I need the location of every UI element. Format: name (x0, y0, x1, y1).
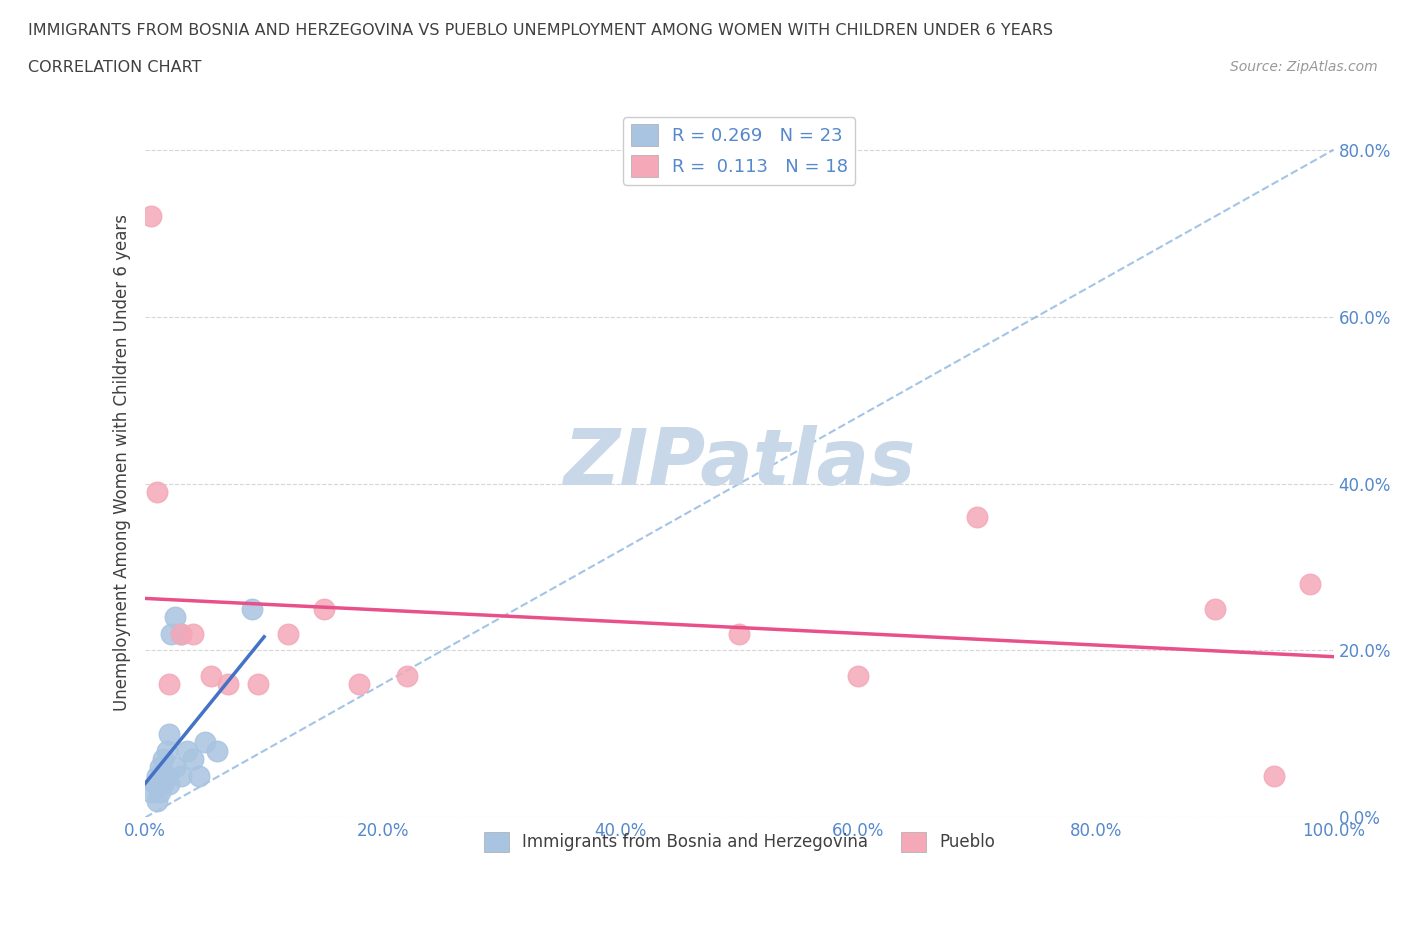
Point (176, 743, 198, 758)
Point (157, 777, 180, 791)
Point (152, 751, 174, 766)
Point (1299, 577, 1322, 591)
Point (205, 743, 228, 758)
Point (170, 627, 193, 642)
Point (152, 777, 174, 791)
Point (146, 793, 169, 808)
Point (141, 209, 163, 224)
Text: ZIPatlas: ZIPatlas (564, 425, 915, 500)
Point (240, 602, 263, 617)
Point (347, 676, 370, 691)
Point (728, 627, 751, 642)
Point (146, 485, 169, 499)
Point (200, 668, 222, 683)
Point (247, 676, 270, 691)
Point (157, 726, 180, 741)
Point (181, 627, 204, 642)
Point (148, 785, 170, 800)
Point (156, 768, 179, 783)
Point (966, 510, 988, 525)
Point (146, 768, 169, 783)
Point (163, 610, 186, 625)
Point (163, 760, 186, 775)
Point (170, 627, 193, 642)
Text: CORRELATION CHART: CORRELATION CHART (28, 60, 201, 75)
Point (1204, 602, 1226, 617)
Legend: Immigrants from Bosnia and Herzegovina, Pueblo: Immigrants from Bosnia and Herzegovina, … (477, 825, 1002, 858)
Point (141, 785, 163, 800)
Point (277, 627, 299, 642)
Point (160, 627, 183, 642)
Point (194, 735, 217, 750)
Point (1263, 768, 1285, 783)
Point (156, 743, 179, 758)
Point (170, 768, 193, 783)
Point (395, 668, 418, 683)
Point (143, 777, 166, 791)
Text: Source: ZipAtlas.com: Source: ZipAtlas.com (1230, 60, 1378, 74)
Point (148, 760, 170, 775)
Point (187, 768, 209, 783)
Y-axis label: Unemployment Among Women with Children Under 6 years: Unemployment Among Women with Children U… (114, 214, 131, 711)
Point (218, 676, 240, 691)
Point (846, 668, 869, 683)
Point (181, 751, 204, 766)
Point (312, 602, 335, 617)
Point (157, 676, 180, 691)
Text: IMMIGRANTS FROM BOSNIA AND HERZEGOVINA VS PUEBLO UNEMPLOYMENT AMONG WOMEN WITH C: IMMIGRANTS FROM BOSNIA AND HERZEGOVINA V… (28, 23, 1053, 38)
